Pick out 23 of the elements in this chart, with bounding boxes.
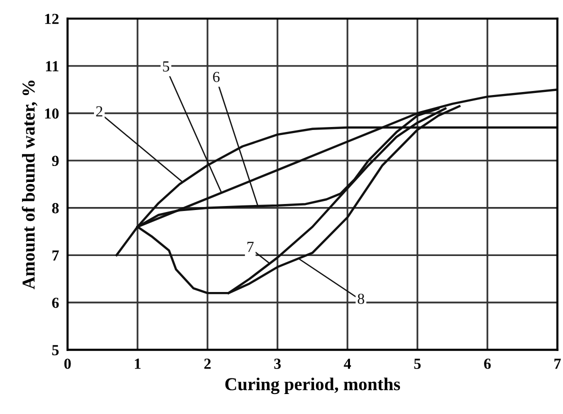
y-axis-title: Amount of bound water, % <box>22 80 38 290</box>
y-tick-label: 6 <box>52 298 59 308</box>
y-tick-label: 9 <box>52 156 59 166</box>
x-tick-label: 6 <box>484 358 491 369</box>
x-tick-label: 2 <box>204 358 211 369</box>
x-tick-label: 5 <box>414 358 421 369</box>
text: 5 <box>163 61 170 72</box>
y-tick-label: 10 <box>45 108 59 119</box>
y-tick-label: 5 <box>52 345 59 356</box>
y-tick-label: 12 <box>45 14 59 24</box>
series-label: 7 <box>247 242 254 252</box>
y-tick-label: 11 <box>46 61 58 72</box>
x-tick-label: 1 <box>134 358 141 369</box>
y-tick-label: 7 <box>52 250 59 260</box>
y-tick-label: 8 <box>52 203 59 214</box>
x-tick-label: 4 <box>344 358 351 369</box>
x-tick-label: 3 <box>274 358 281 369</box>
text: 8 <box>358 294 364 304</box>
text: 6 <box>213 72 220 82</box>
x-axis-title: Curing period, months <box>225 378 400 394</box>
text: 2 <box>96 106 102 116</box>
x-tick-label: 0 <box>64 358 71 369</box>
x-tick-label: 7 <box>554 358 561 369</box>
